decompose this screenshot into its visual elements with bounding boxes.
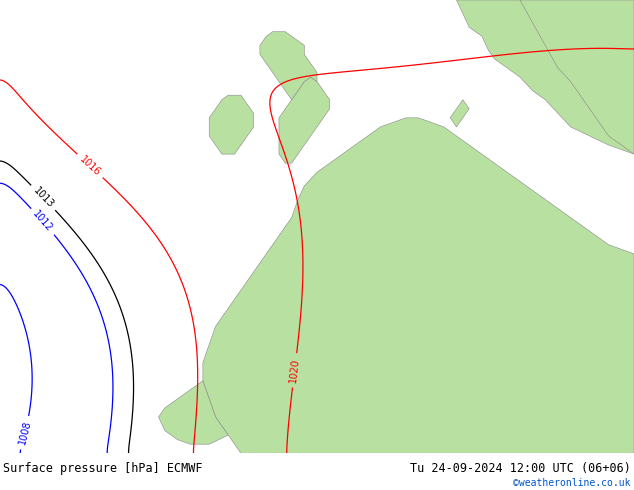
- Text: 1012: 1012: [31, 209, 55, 234]
- Text: 1020: 1020: [288, 358, 301, 383]
- Polygon shape: [450, 99, 469, 127]
- Text: 1008: 1008: [17, 420, 33, 446]
- Text: 1016: 1016: [77, 154, 103, 178]
- Text: 1013: 1013: [31, 185, 55, 210]
- Text: Surface pressure [hPa] ECMWF: Surface pressure [hPa] ECMWF: [3, 463, 203, 475]
- Polygon shape: [260, 32, 317, 99]
- Text: ©weatheronline.co.uk: ©weatheronline.co.uk: [514, 478, 631, 488]
- Text: Tu 24-09-2024 12:00 UTC (06+06): Tu 24-09-2024 12:00 UTC (06+06): [410, 463, 631, 475]
- Polygon shape: [279, 77, 330, 163]
- Polygon shape: [203, 118, 634, 453]
- Polygon shape: [456, 0, 634, 154]
- Polygon shape: [520, 0, 634, 154]
- Polygon shape: [209, 95, 254, 154]
- Polygon shape: [158, 381, 228, 444]
